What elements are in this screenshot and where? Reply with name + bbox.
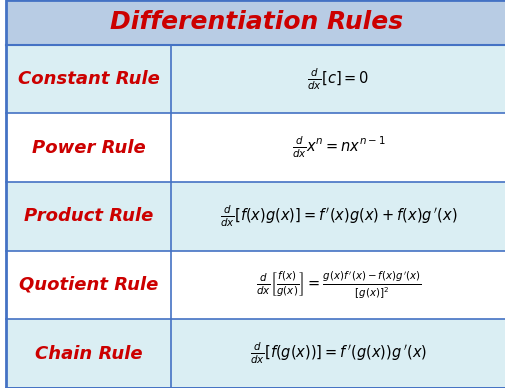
Bar (171, 182, 505, 251)
Text: Chain Rule: Chain Rule (35, 345, 142, 363)
Bar (171, 113, 505, 182)
Bar (6, 113, 171, 182)
Text: Differentiation Rules: Differentiation Rules (110, 10, 402, 34)
Text: Quotient Rule: Quotient Rule (19, 276, 158, 294)
Text: $\frac{d}{dx}x^{n} = nx^{n-1}$: $\frac{d}{dx}x^{n} = nx^{n-1}$ (291, 135, 385, 160)
Bar (6, 251, 171, 319)
Text: $\frac{d}{dx}\left[f(g(x))\right] = f\,'(g(x))g\,'(x)$: $\frac{d}{dx}\left[f(g(x))\right] = f\,'… (249, 341, 426, 366)
Text: $\frac{d}{dx}[c] = 0$: $\frac{d}{dx}[c] = 0$ (307, 66, 369, 92)
Text: $\frac{d}{dx}\left[\frac{f(x)}{g(x)}\right] = \frac{g(x)f\,'(x) - f(x)g\,'(x)}{\: $\frac{d}{dx}\left[\frac{f(x)}{g(x)}\rig… (255, 269, 421, 301)
Bar (6, 45, 171, 113)
Bar (6, 0, 505, 45)
Bar (6, 182, 171, 251)
Text: Constant Rule: Constant Rule (18, 70, 159, 88)
Text: Product Rule: Product Rule (24, 207, 153, 225)
Text: Power Rule: Power Rule (32, 139, 145, 157)
Bar (171, 251, 505, 319)
Bar (171, 45, 505, 113)
Bar (6, 319, 171, 388)
Bar (171, 319, 505, 388)
Text: $\frac{d}{dx}[f(x)g(x)] = f\,'(x)g(x) + f(x)g\,'(x)$: $\frac{d}{dx}[f(x)g(x)] = f\,'(x)g(x) + … (219, 204, 457, 229)
